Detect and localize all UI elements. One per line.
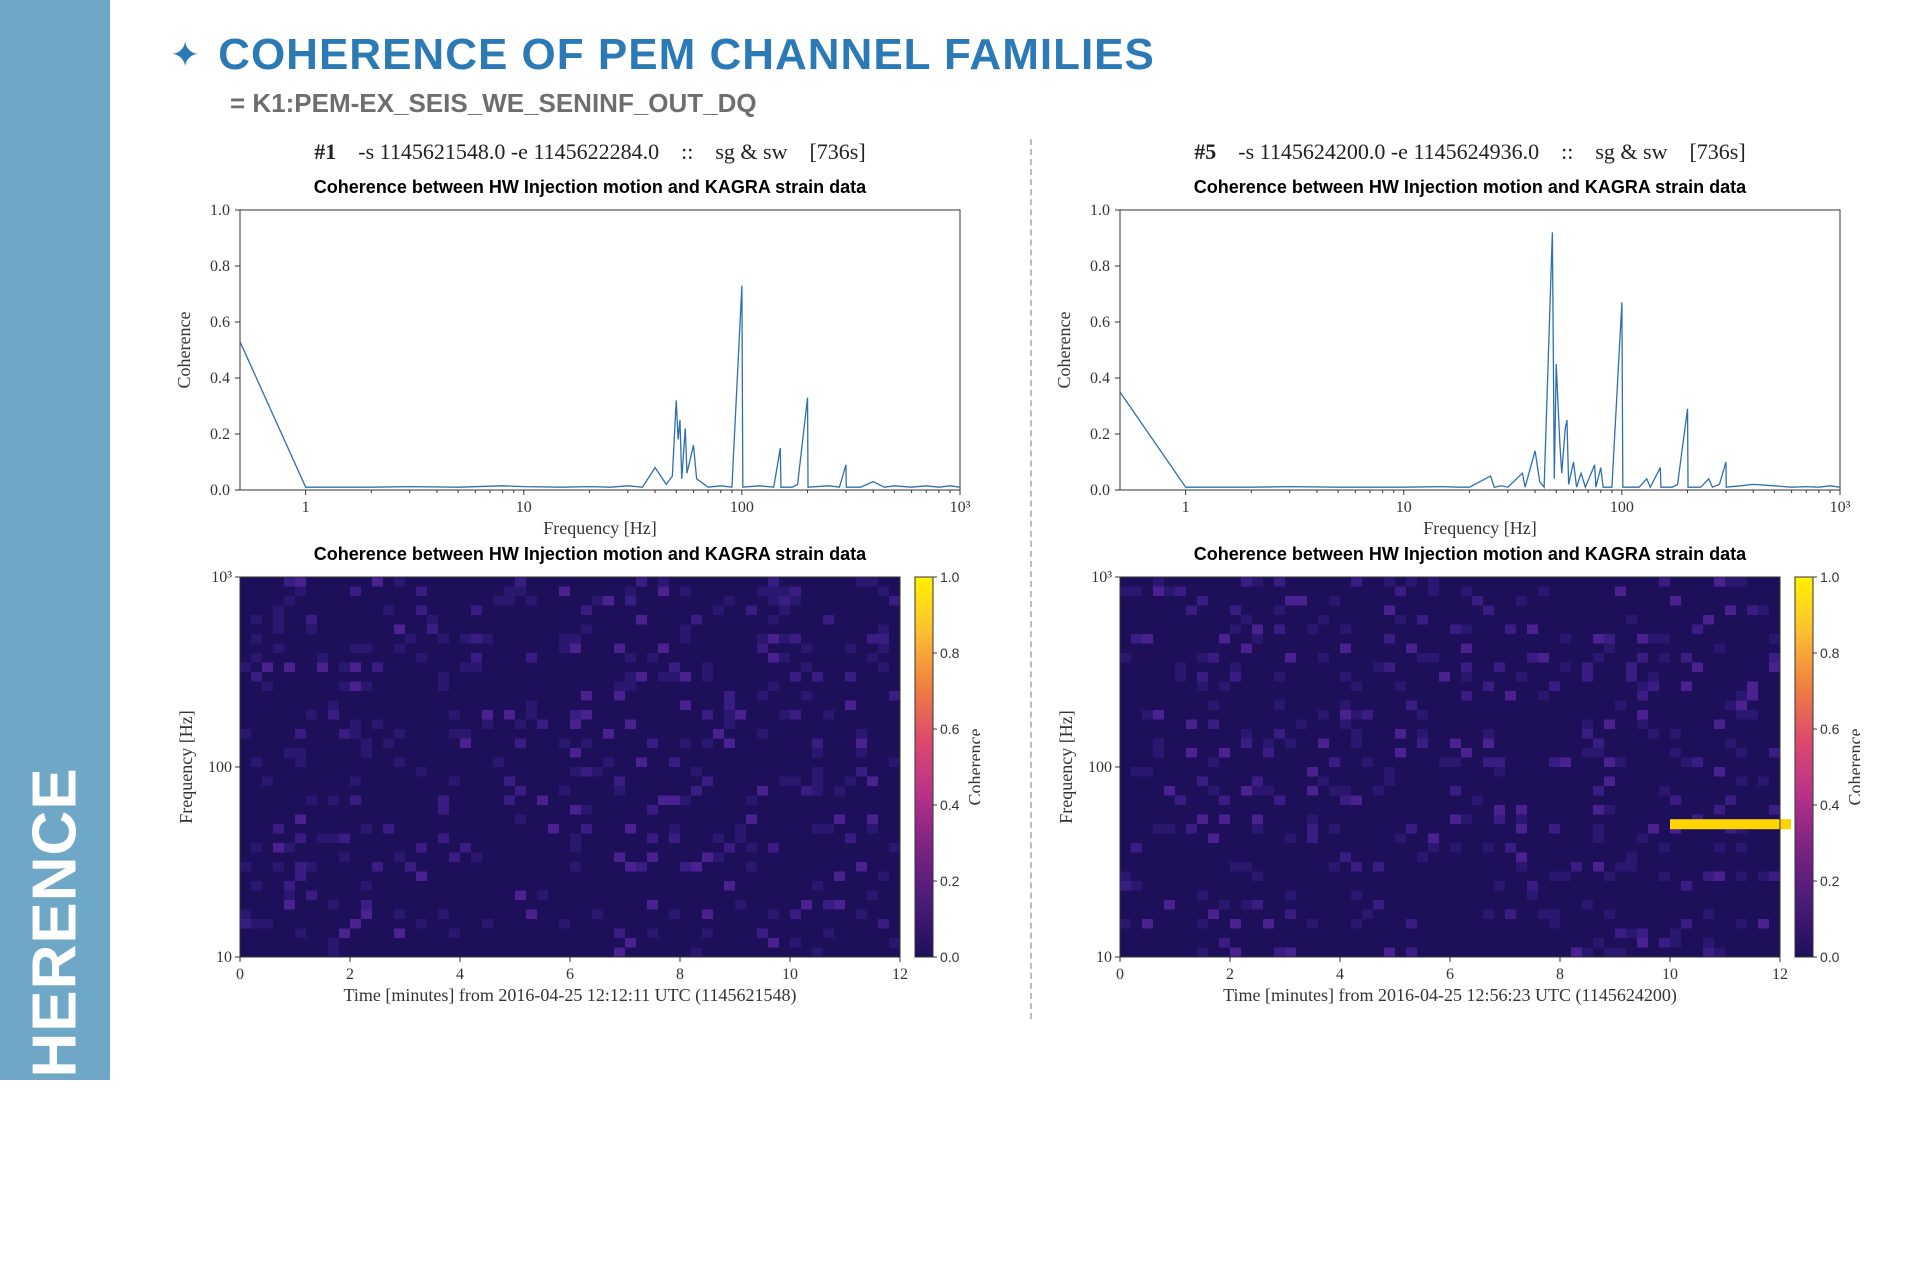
line-chart-title: Coherence between HW Injection motion an… (1050, 177, 1890, 198)
star-icon: ✦ (170, 34, 200, 76)
svg-text:0.6: 0.6 (1090, 314, 1110, 331)
svg-text:100: 100 (730, 499, 754, 516)
svg-text:Coherence: Coherence (965, 729, 980, 806)
panels-container: #1 -s 1145621548.0 -e 1145622284.0 :: sg… (170, 139, 1890, 1019)
svg-text:10³: 10³ (211, 569, 232, 586)
svg-text:0.4: 0.4 (940, 797, 960, 813)
svg-text:0.4: 0.4 (1090, 370, 1110, 387)
svg-text:0.8: 0.8 (210, 258, 230, 275)
svg-text:0.0: 0.0 (1820, 949, 1840, 965)
svg-text:4: 4 (1336, 966, 1344, 983)
main-content: ✦ COHERENCE OF PEM CHANNEL FAMILIES = K1… (130, 0, 1920, 1080)
svg-text:8: 8 (1556, 966, 1564, 983)
panel-meta: #1 -s 1145621548.0 -e 1145622284.0 :: sg… (170, 139, 1010, 165)
svg-text:0.8: 0.8 (940, 645, 960, 661)
svg-text:4: 4 (456, 966, 464, 983)
title-row: ✦ COHERENCE OF PEM CHANNEL FAMILIES (170, 30, 1890, 80)
svg-text:0: 0 (1116, 966, 1124, 983)
svg-text:1: 1 (1182, 499, 1190, 516)
svg-text:8: 8 (676, 966, 684, 983)
svg-text:0.0: 0.0 (940, 949, 960, 965)
svg-text:10: 10 (516, 499, 532, 516)
svg-text:6: 6 (1446, 966, 1454, 983)
svg-text:0.2: 0.2 (1820, 873, 1840, 889)
panel-left: #1 -s 1145621548.0 -e 1145622284.0 :: sg… (170, 139, 1010, 1019)
svg-text:Time [minutes] from 2016-04-25: Time [minutes] from 2016-04-25 12:12:11 … (344, 985, 797, 1006)
svg-text:0: 0 (236, 966, 244, 983)
spectrogram-title: Coherence between HW Injection motion an… (170, 544, 1010, 565)
panel-right: #5 -s 1145624200.0 -e 1145624936.0 :: sg… (1050, 139, 1890, 1019)
svg-text:0.6: 0.6 (940, 721, 960, 737)
svg-text:0.8: 0.8 (1090, 258, 1110, 275)
svg-text:10: 10 (1396, 499, 1412, 516)
coherence-spectrogram: 10 100 10³ 0 2 4 6 8 10 12 Time [minutes] from 201… (170, 567, 980, 1007)
svg-text:12: 12 (1772, 966, 1788, 983)
svg-text:0.6: 0.6 (210, 314, 230, 331)
svg-text:0.2: 0.2 (940, 873, 960, 889)
svg-text:1.0: 1.0 (1820, 569, 1840, 585)
svg-text:100: 100 (1088, 759, 1112, 776)
svg-text:10³: 10³ (1091, 569, 1112, 586)
panel-divider (1030, 139, 1032, 1019)
svg-text:Frequency [Hz]: Frequency [Hz] (543, 518, 656, 538)
svg-text:1.0: 1.0 (210, 202, 230, 219)
svg-text:100: 100 (1610, 499, 1634, 516)
svg-text:0.2: 0.2 (1090, 426, 1110, 443)
sidebar-label: #3 COHERENCE (20, 767, 91, 1261)
svg-text:1: 1 (302, 499, 310, 516)
svg-text:100: 100 (208, 759, 232, 776)
svg-text:Coherence: Coherence (1054, 312, 1074, 389)
svg-text:0.6: 0.6 (1820, 721, 1840, 737)
svg-text:2: 2 (1226, 966, 1234, 983)
svg-text:0.0: 0.0 (210, 482, 230, 499)
page-title: COHERENCE OF PEM CHANNEL FAMILIES (218, 30, 1155, 80)
sidebar: #3 COHERENCE (0, 0, 110, 1080)
page-subtitle: = K1:PEM-EX_SEIS_WE_SENINF_OUT_DQ (230, 88, 1890, 119)
svg-text:0.2: 0.2 (210, 426, 230, 443)
svg-text:Frequency [Hz]: Frequency [Hz] (1423, 518, 1536, 538)
svg-text:10: 10 (216, 949, 232, 966)
coherence-line-chart: 0.0 0.2 0.4 0.6 0.8 1.0 1 10 100 10³ Frequency [Hz… (170, 200, 980, 540)
svg-text:10: 10 (782, 966, 798, 983)
svg-text:10: 10 (1096, 949, 1112, 966)
svg-text:2: 2 (346, 966, 354, 983)
svg-text:1.0: 1.0 (1090, 202, 1110, 219)
svg-text:10³: 10³ (950, 499, 971, 516)
svg-text:1.0: 1.0 (940, 569, 960, 585)
svg-text:0.0: 0.0 (1090, 482, 1110, 499)
spectrogram-title: Coherence between HW Injection motion an… (1050, 544, 1890, 565)
svg-text:0.4: 0.4 (1820, 797, 1840, 813)
coherence-spectrogram: 10 100 10³ 0 2 4 6 8 10 12 Time [minutes] from 201… (1050, 567, 1860, 1007)
svg-text:6: 6 (566, 966, 574, 983)
panel-meta: #5 -s 1145624200.0 -e 1145624936.0 :: sg… (1050, 139, 1890, 165)
svg-text:Frequency [Hz]: Frequency [Hz] (1056, 710, 1076, 823)
svg-text:Coherence: Coherence (1845, 729, 1860, 806)
svg-text:10: 10 (1662, 966, 1678, 983)
svg-text:Coherence: Coherence (174, 312, 194, 389)
svg-text:Time [minutes] from 2016-04-25: Time [minutes] from 2016-04-25 12:56:23 … (1223, 985, 1677, 1006)
svg-text:10³: 10³ (1830, 499, 1851, 516)
coherence-line-chart: 0.0 0.2 0.4 0.6 0.8 1.0 1 10 100 10³ Frequency [Hz… (1050, 200, 1860, 540)
svg-text:Frequency [Hz]: Frequency [Hz] (176, 710, 196, 823)
svg-text:0.4: 0.4 (210, 370, 230, 387)
svg-text:0.8: 0.8 (1820, 645, 1840, 661)
line-chart-title: Coherence between HW Injection motion an… (170, 177, 1010, 198)
svg-text:12: 12 (892, 966, 908, 983)
